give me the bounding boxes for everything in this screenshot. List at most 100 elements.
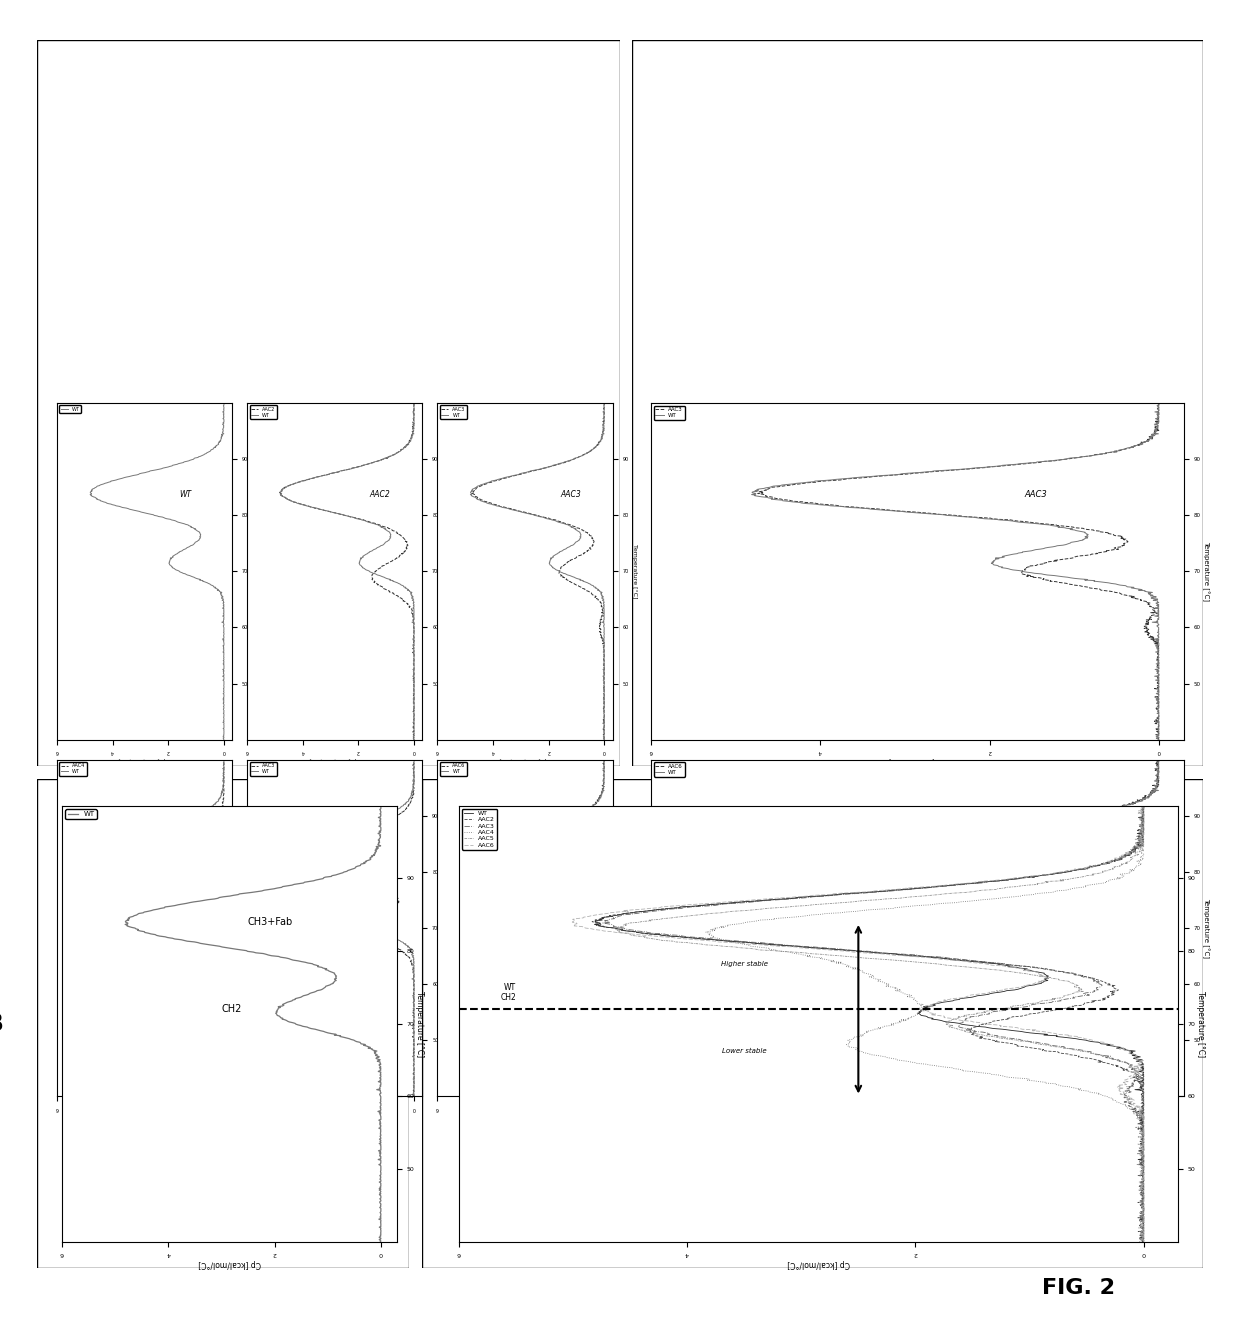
WT [1135, 1234, 1149, 1250]
Line: AAC3: AAC3 [603, 806, 1143, 1242]
WT [847, 943, 862, 959]
AAC3 [629, 906, 644, 922]
X-axis label: Cp [kcal/mol/°C]: Cp [kcal/mol/°C] [119, 757, 170, 762]
AAC5 [1069, 978, 1084, 993]
Legend: AAC6, WT: AAC6, WT [653, 762, 684, 777]
Text: CH3+Fab: CH3+Fab [248, 917, 293, 927]
AAC5 [1034, 1037, 1049, 1053]
X-axis label: Cp [kcal/mol/°C]: Cp [kcal/mol/°C] [889, 757, 946, 765]
AAC3 [1136, 1157, 1151, 1173]
Text: CH2: CH2 [222, 1004, 242, 1015]
AAC4 [768, 943, 782, 959]
Y-axis label: Temperature [°C]: Temperature [°C] [252, 544, 257, 598]
Text: FIG. 2: FIG. 2 [1043, 1277, 1115, 1299]
AAC6 [831, 943, 846, 959]
Line: AAC2: AAC2 [591, 806, 1143, 1242]
WT [1027, 978, 1042, 993]
AAC3 [1043, 1037, 1058, 1053]
AAC4 [1136, 1157, 1151, 1173]
Legend: WT: WT [66, 810, 97, 819]
Legend: WT, AAC2, AAC3, AAC4, AAC5, AAC6: WT, AAC2, AAC3, AAC4, AAC5, AAC6 [463, 808, 497, 849]
Text: AAC6: AAC6 [1024, 847, 1047, 856]
AAC4 [1136, 798, 1151, 814]
Y-axis label: Temperature [°C]: Temperature [°C] [441, 901, 446, 955]
AAC4 [818, 906, 833, 922]
X-axis label: Cp [kcal/mol/°C]: Cp [kcal/mol/°C] [309, 1114, 361, 1119]
Y-axis label: Temperature [°C]: Temperature [°C] [1202, 542, 1209, 601]
Text: Higher stable: Higher stable [720, 960, 768, 967]
WT [616, 906, 631, 922]
X-axis label: Cp [kcal/mol/°C]: Cp [kcal/mol/°C] [198, 1259, 260, 1268]
Line: WT: WT [594, 806, 1143, 1242]
Text: AAC5: AAC5 [370, 847, 391, 856]
Text: B: B [0, 1012, 4, 1036]
AAC2 [1136, 1157, 1151, 1173]
AAC5 [1136, 798, 1151, 814]
AAC3 [1136, 798, 1151, 814]
Text: AAC3: AAC3 [560, 490, 580, 499]
Line: AAC6: AAC6 [573, 806, 1143, 1242]
X-axis label: Cp [kcal/mol/°C]: Cp [kcal/mol/°C] [889, 1114, 946, 1122]
AAC3 [1095, 978, 1110, 993]
AAC5 [1136, 1122, 1151, 1137]
AAC2 [1136, 1122, 1151, 1137]
AAC3 [1136, 1122, 1151, 1137]
X-axis label: Cp [kcal/mol/°C]: Cp [kcal/mol/°C] [119, 1114, 170, 1119]
Y-axis label: Temperature [°C]: Temperature [°C] [1197, 991, 1205, 1057]
WT [1102, 1037, 1117, 1053]
AAC4 [1132, 1234, 1147, 1250]
AAC5 [702, 906, 717, 922]
AAC3 [1136, 1234, 1151, 1250]
Text: AAC3: AAC3 [1024, 490, 1047, 499]
X-axis label: Cp [kcal/mol/°C]: Cp [kcal/mol/°C] [787, 1259, 849, 1268]
Legend: AAC3, WT: AAC3, WT [249, 762, 277, 775]
Legend: AAC3, WT: AAC3, WT [653, 406, 684, 420]
Text: AAC4: AAC4 [180, 847, 201, 856]
Text: WT
CH2: WT CH2 [500, 983, 516, 1001]
AAC3 [852, 943, 867, 959]
AAC2 [618, 906, 632, 922]
AAC6 [1136, 1157, 1151, 1173]
AAC6 [1136, 798, 1151, 814]
Legend: WT: WT [60, 406, 82, 413]
X-axis label: Cp [kcal/mol/°C]: Cp [kcal/mol/°C] [500, 757, 551, 762]
Y-axis label: Temperature [°C]: Temperature [°C] [441, 544, 446, 598]
Line: AAC4: AAC4 [706, 806, 1143, 1242]
WT [1136, 798, 1151, 814]
AAC6 [1136, 1234, 1151, 1250]
AAC2 [842, 943, 857, 959]
AAC6 [1021, 978, 1035, 993]
AAC2 [1100, 978, 1115, 993]
Legend: AAC6, WT: AAC6, WT [440, 762, 467, 775]
AAC6 [1136, 1122, 1151, 1137]
Legend: AAC3, WT: AAC3, WT [440, 406, 467, 419]
WT [1132, 1157, 1147, 1173]
Text: Lower stable: Lower stable [722, 1048, 766, 1054]
Y-axis label: Temperature [°C]: Temperature [°C] [415, 991, 424, 1057]
AAC5 [766, 943, 781, 959]
AAC6 [600, 906, 615, 922]
X-axis label: Cp [kcal/mol/°C]: Cp [kcal/mol/°C] [500, 1114, 551, 1119]
AAC2 [1133, 798, 1148, 814]
Y-axis label: Temperature [°C]: Temperature [°C] [632, 901, 637, 955]
AAC4 [1136, 1122, 1151, 1137]
Legend: AAC4, WT: AAC4, WT [60, 762, 87, 775]
AAC4 [879, 978, 894, 993]
Y-axis label: Temperature [°C]: Temperature [°C] [632, 544, 637, 598]
AAC2 [1135, 1234, 1149, 1250]
X-axis label: Cp [kcal/mol/°C]: Cp [kcal/mol/°C] [309, 757, 361, 762]
Y-axis label: Temperature [°C]: Temperature [°C] [252, 901, 257, 955]
AAC5 [1130, 1157, 1145, 1173]
AAC6 [1105, 1037, 1120, 1053]
Text: AAC2: AAC2 [370, 490, 391, 499]
Y-axis label: Temperature [°C]: Temperature [°C] [1202, 898, 1209, 958]
AAC4 [839, 1037, 854, 1053]
Text: C: C [374, 1012, 393, 1036]
Text: AAC6: AAC6 [560, 847, 580, 856]
Legend: AAC2, WT: AAC2, WT [249, 406, 277, 419]
Text: WT: WT [180, 490, 192, 499]
AAC2 [1008, 1037, 1023, 1053]
Line: AAC5: AAC5 [616, 806, 1143, 1242]
WT [1136, 1122, 1151, 1137]
AAC5 [1136, 1234, 1151, 1250]
